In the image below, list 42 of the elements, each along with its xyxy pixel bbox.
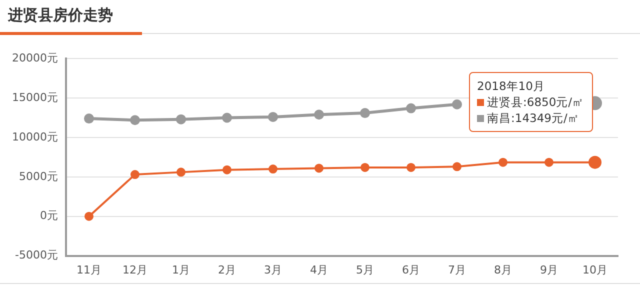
x-tick-label: 2月 <box>218 263 236 276</box>
annotation: 2018年10月 <box>477 78 546 94</box>
point <box>84 212 94 221</box>
point <box>268 112 278 122</box>
y-tick-label: -5000元 <box>15 248 58 262</box>
point <box>406 103 416 114</box>
point <box>360 108 370 118</box>
point <box>222 165 232 174</box>
x-tick-label: 9月 <box>540 263 558 276</box>
point <box>498 158 508 167</box>
point <box>314 110 324 120</box>
point <box>176 168 186 177</box>
y-tick-label: 20000元 <box>12 51 58 64</box>
legend-label: 南昌 <box>487 111 511 125</box>
chart-title: 进贤县房价走势 <box>8 6 113 25</box>
y-tick-label: 0元 <box>40 209 58 222</box>
point <box>130 115 140 126</box>
point <box>222 112 232 123</box>
point <box>544 158 554 167</box>
x-tick-label: 12月 <box>122 263 148 276</box>
x-tick-label: 7月 <box>448 263 466 276</box>
point <box>452 99 462 110</box>
x-tick-label: 1月 <box>172 263 190 276</box>
point <box>130 170 140 180</box>
point <box>314 164 324 173</box>
y-tick-label: 5000元 <box>18 170 58 183</box>
point <box>360 162 370 172</box>
point <box>176 114 186 124</box>
x-tick-label: 11月 <box>76 263 102 276</box>
x-tick-label: 5月 <box>356 263 374 276</box>
legend-label: 进贤县 <box>487 95 523 109</box>
x-tick-label: 6月 <box>402 263 420 276</box>
x-tick-label: 10月 <box>582 263 608 276</box>
x-tick-label: 8月 <box>494 263 512 276</box>
point <box>452 162 462 172</box>
point <box>84 114 94 124</box>
x-tick-label: 3月 <box>264 263 282 276</box>
point <box>406 162 416 172</box>
x-tick-label: 4月 <box>310 263 328 276</box>
y-tick-label: 15000元 <box>12 90 58 104</box>
y-tick-label: 10000元 <box>12 130 58 144</box>
point <box>268 164 278 174</box>
